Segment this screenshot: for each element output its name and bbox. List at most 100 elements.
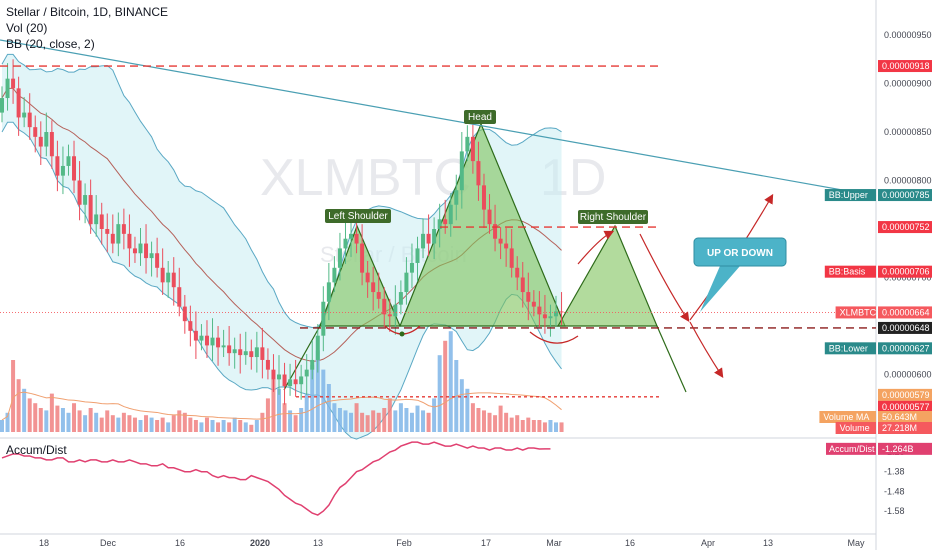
candle-body: [49, 132, 54, 157]
candle-body: [470, 136, 475, 162]
volume-bar: [515, 415, 520, 432]
price-badge-label-box: [824, 342, 876, 355]
candle-body: [265, 359, 270, 370]
candle-body: [277, 374, 281, 380]
time-tick-label: 2020: [250, 538, 270, 548]
volume-bar: [116, 417, 121, 432]
volume-bar: [393, 410, 398, 432]
pattern-label-text: Left Shoulder: [328, 211, 388, 222]
candle-body: [243, 351, 248, 356]
volume-bar: [542, 422, 547, 432]
volume-bar: [277, 388, 281, 432]
volume-bar: [432, 398, 437, 432]
candle-body: [138, 243, 143, 254]
time-tick-label: Mar: [546, 538, 562, 548]
candle-body: [509, 248, 514, 268]
candle-body: [5, 78, 10, 99]
price-badge-label: BB:Lower: [829, 343, 868, 353]
candle-body: [526, 292, 531, 302]
price-badge-value: 0.00000706: [882, 267, 930, 277]
candle-body: [99, 214, 104, 229]
volume-bar: [554, 422, 558, 432]
volume-bar: [271, 379, 276, 432]
candle-body: [415, 248, 420, 263]
time-tick-label: May: [847, 538, 865, 548]
candle-body: [254, 347, 259, 358]
volume-bar: [149, 417, 154, 432]
volume-bar: [249, 424, 254, 432]
candle-body: [221, 345, 226, 348]
volume-bar: [11, 360, 16, 432]
price-badge-value: 0.00000577: [882, 402, 930, 412]
volume-bar: [55, 405, 60, 432]
time-tick-label: 16: [625, 538, 635, 548]
scenario-arrow: [639, 233, 690, 322]
volume-bar: [498, 405, 503, 432]
volume-bar: [265, 398, 270, 432]
pattern-label-text: Head: [468, 112, 492, 123]
time-tick-label: Apr: [701, 538, 715, 548]
volume-bar: [437, 355, 442, 432]
candle-body: [343, 238, 348, 249]
volume-indicator-label: Vol (20): [6, 21, 48, 35]
candle-body: [376, 292, 381, 299]
candle-body: [238, 349, 243, 356]
chart-title: Stellar / Bitcoin, 1D, BINANCE: [6, 5, 169, 19]
price-badge-value-box: [878, 411, 932, 423]
volume-bar: [38, 408, 43, 432]
candle-body: [232, 349, 237, 354]
candle-body: [110, 233, 115, 244]
price-badge-value: 0.00000579: [882, 390, 930, 400]
candle-body: [548, 316, 553, 319]
volume-bar: [155, 420, 160, 432]
candle-body: [337, 248, 342, 268]
candle-body: [44, 132, 49, 147]
accum-badge-value-box: [878, 442, 932, 455]
volume-bar: [504, 412, 509, 432]
candle-body: [476, 161, 481, 186]
price-badge-label-box: [824, 265, 876, 278]
volume-bar: [110, 415, 115, 432]
candle-body: [193, 330, 198, 341]
candle-body: [94, 214, 99, 225]
candle-body: [437, 219, 442, 229]
volume-bar: [426, 412, 431, 432]
volume-bar: [188, 417, 193, 432]
price-tick-label: 0.00000900: [884, 79, 932, 89]
volume-bar: [16, 379, 21, 432]
volume-bar: [326, 384, 331, 432]
candle-body: [271, 369, 276, 380]
volume-bar: [254, 420, 259, 432]
volume-bar: [343, 410, 348, 432]
volume-bar: [349, 412, 354, 432]
accum-badge-label-box: [826, 442, 876, 455]
candle-body: [105, 229, 110, 234]
volume-bar: [166, 422, 171, 432]
price-badge-value-box: [878, 221, 932, 234]
candle-body: [332, 267, 337, 283]
candle-body: [16, 88, 21, 118]
volume-bar: [77, 410, 82, 432]
candle-body: [249, 351, 254, 358]
volume-bar: [360, 412, 365, 432]
candle-body: [559, 311, 564, 313]
volume-bar: [282, 403, 287, 432]
callout-text: UP OR DOWN: [707, 248, 773, 259]
price-badge-value-box: [878, 388, 932, 401]
candle-body: [260, 347, 265, 360]
right-extension-line: [656, 325, 687, 393]
candle-body: [60, 165, 65, 176]
candle-body: [116, 224, 121, 244]
volume-bar: [481, 410, 486, 432]
volume-bar: [304, 393, 309, 432]
volume-bar: [232, 417, 237, 432]
volume-bar: [443, 340, 448, 432]
price-badge-value: 0.00000627: [882, 343, 930, 353]
candle-body: [387, 314, 392, 317]
candle-body: [326, 282, 331, 302]
candle-body: [22, 112, 27, 118]
volume-bar: [33, 403, 38, 432]
candle-body: [38, 136, 43, 147]
candle-body: [371, 282, 376, 293]
